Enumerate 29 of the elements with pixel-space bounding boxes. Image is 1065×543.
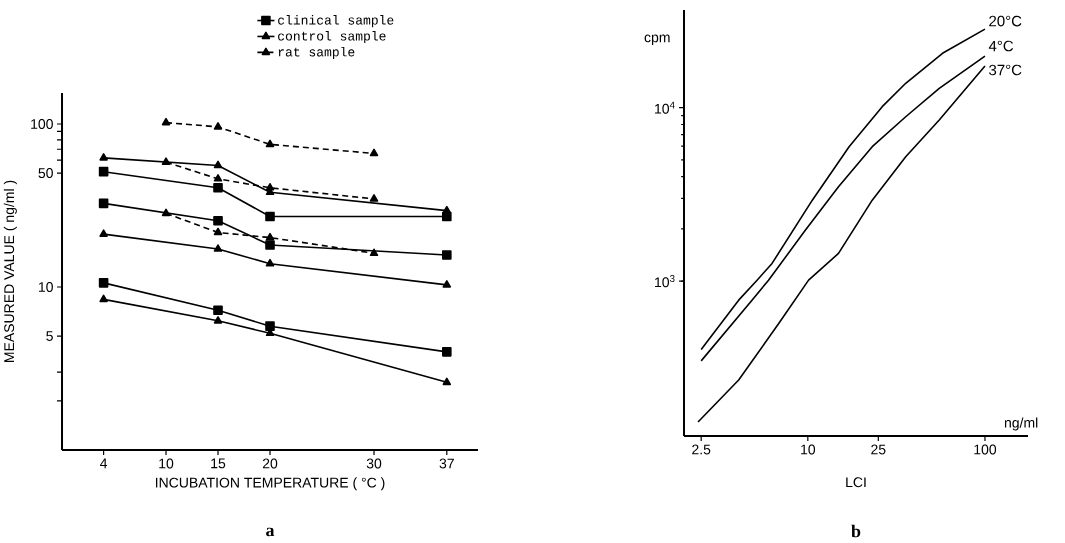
annotation: ng/ml [1004, 417, 1038, 431]
x-tick-label: 20 [262, 458, 278, 469]
y-axis-title: MEASURED VALUE ( ng/ml ) [3, 180, 17, 363]
y-tick-label: 100 [31, 119, 53, 129]
text: a [266, 527, 275, 537]
x-axis-title: INCUBATION TEMPERATURE ( °C ) [155, 477, 385, 491]
x-tick-label: 2.5 [692, 444, 711, 455]
x-tick-label: 100 [974, 444, 997, 455]
y-tick-label: 10$^{3}$ [655, 275, 675, 288]
x-tick-label: 4 [100, 458, 108, 469]
legend-label: rat sample [278, 46, 355, 60]
y-tick-label: 10$^{4}$ [655, 101, 675, 114]
series-label: 20°C [989, 15, 1022, 27]
series-label: 4°C [988, 40, 1014, 52]
x-tick-label: 15 [211, 458, 226, 469]
x-tick-label: 10 [159, 458, 174, 469]
x-tick-label: 10 [801, 444, 816, 455]
x-tick-label: 37 [439, 458, 454, 469]
legend-label: clinical sample [278, 15, 394, 28]
series-label: 37°C [989, 64, 1022, 76]
legend-label: control sample [278, 30, 386, 44]
y-axis-title: cpm [644, 34, 670, 46]
y-tick-label: 5 [46, 331, 53, 341]
y-tick-label: 10 [38, 282, 53, 292]
x-axis-title: LCI [846, 477, 866, 488]
x-tick-label: 25 [871, 444, 886, 455]
text: b [851, 524, 861, 538]
y-tick-label: 50 [38, 168, 53, 179]
x-tick-label: 30 [366, 458, 382, 469]
